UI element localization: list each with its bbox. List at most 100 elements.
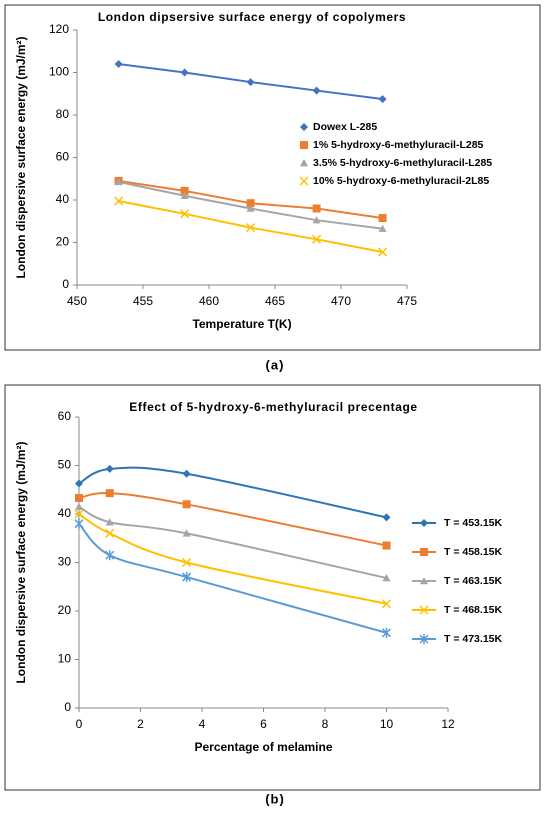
chart-frame [4, 4, 541, 351]
legend-marker [420, 519, 428, 527]
marker [180, 186, 189, 195]
legend-label: 1% 5-hydroxy-6-methyluracil-L285 [313, 139, 484, 151]
x-tick-label: 450 [67, 294, 87, 308]
marker [75, 502, 83, 510]
marker [312, 86, 321, 95]
marker [246, 204, 255, 212]
marker [246, 223, 256, 233]
x-tick-label: 10 [380, 717, 394, 731]
marker [312, 234, 322, 244]
y-tick-label: 120 [49, 22, 69, 36]
x-tick-label: 8 [322, 717, 329, 731]
y-axis-label: London dispersive surface energy (mJ/m²) [14, 441, 28, 683]
marker [182, 500, 191, 509]
legend-label: 10% 5-hydroxy-6-methyluracil-2L85 [313, 175, 489, 187]
marker [105, 528, 115, 538]
series-line [78, 466, 387, 519]
x-tick-label: 2 [137, 717, 144, 731]
x-tick-label: 0 [76, 717, 83, 731]
marker [382, 513, 391, 522]
legend-label: T = 468.15K [444, 604, 502, 616]
x-tick-label: 465 [265, 294, 285, 308]
y-tick-label: 50 [58, 458, 72, 472]
y-tick-label: 0 [64, 700, 71, 714]
marker [105, 464, 114, 473]
series-line [78, 505, 387, 579]
marker [75, 493, 83, 502]
marker [105, 550, 115, 561]
legend-marker [419, 605, 429, 615]
x-tick-label: 4 [199, 717, 206, 731]
marker [180, 209, 190, 219]
x-tick-label: 460 [199, 294, 219, 308]
marker [382, 541, 391, 550]
legend-label: T = 453.15K [444, 517, 502, 529]
chart-title: London dipsersive surface energy of copo… [98, 10, 406, 24]
series-line [78, 523, 387, 634]
legend-marker [419, 634, 429, 644]
marker [105, 489, 114, 498]
y-tick-label: 100 [49, 65, 69, 79]
x-tick-label: 475 [397, 294, 417, 308]
marker [246, 199, 255, 208]
legend-marker [300, 123, 308, 131]
legend-marker [300, 159, 308, 167]
y-tick-label: 20 [56, 235, 70, 249]
panel-label: (b) [265, 791, 285, 806]
y-tick-label: 0 [62, 277, 69, 291]
y-tick-label: 40 [56, 192, 70, 206]
y-tick-label: 60 [56, 150, 70, 164]
panel-label: (a) [266, 357, 285, 372]
marker [114, 196, 124, 206]
legend-label: T = 458.15K [444, 546, 502, 558]
marker [74, 509, 84, 519]
x-axis-label: Temperature T(K) [192, 317, 291, 331]
y-tick-label: 60 [58, 409, 72, 423]
x-axis-label: Percentage of melamine [194, 740, 332, 754]
marker [378, 95, 387, 104]
series-line [78, 513, 387, 605]
y-axis-label: London dispersive surface energy (mJ/m²) [14, 36, 28, 278]
marker [378, 214, 387, 223]
marker [182, 469, 191, 478]
marker [75, 479, 83, 488]
marker [381, 599, 392, 609]
marker [180, 191, 189, 199]
chart-title: Effect of 5-hydroxy-6-methyluracil prece… [129, 400, 417, 414]
legend-marker [420, 577, 428, 585]
y-tick-label: 40 [58, 506, 72, 520]
marker [114, 60, 123, 68]
marker [312, 216, 321, 224]
marker [378, 224, 387, 232]
legend-label: T = 463.15K [444, 575, 502, 587]
marker [114, 177, 123, 186]
marker [312, 204, 321, 213]
legend-label: 3.5% 5-hydroxy-6-methyluracil-L285 [313, 157, 492, 169]
marker [74, 518, 84, 529]
marker [180, 68, 189, 77]
marker [246, 78, 255, 87]
x-tick-label: 455 [133, 294, 153, 308]
legend-label: Dowex L-285 [313, 121, 377, 133]
series-line [78, 492, 387, 547]
x-tick-label: 6 [260, 717, 267, 731]
legend-marker [420, 548, 428, 556]
legend-marker [300, 141, 308, 149]
y-tick-label: 20 [58, 603, 72, 617]
y-tick-label: 30 [58, 555, 72, 569]
marker [182, 557, 192, 568]
marker [105, 518, 114, 526]
marker [182, 529, 191, 537]
marker [382, 574, 391, 582]
chart-frame [4, 384, 541, 791]
x-tick-label: 470 [331, 294, 351, 308]
y-tick-label: 10 [58, 652, 72, 666]
x-tick-label: 12 [441, 717, 455, 731]
marker [381, 627, 392, 638]
marker [378, 247, 388, 257]
legend-label: T = 473.15K [444, 633, 502, 645]
marker [182, 572, 192, 583]
y-tick-label: 80 [56, 107, 70, 121]
